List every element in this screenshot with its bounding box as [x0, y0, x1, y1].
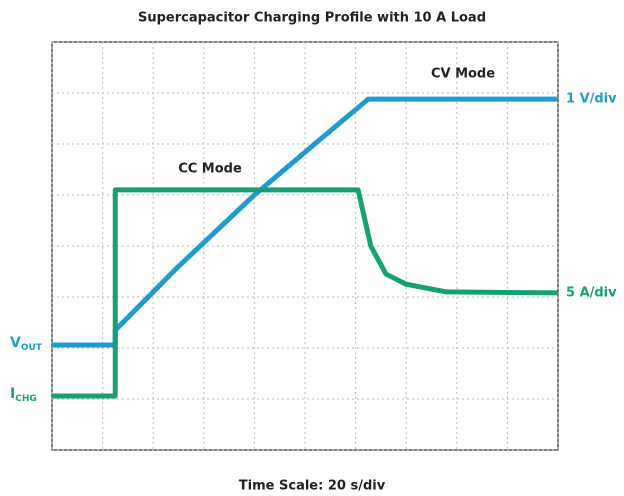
annotation: CC Mode [178, 162, 242, 177]
series-label: ICHG [10, 386, 37, 404]
series-line [52, 187, 559, 399]
annotation: CV Mode [431, 67, 495, 82]
chart-title: Supercapacitor Charging Profile with 10 … [138, 11, 486, 26]
series-subscript: CHG [15, 393, 37, 403]
series-name: V [10, 335, 21, 351]
x-axis-label: Time Scale: 20 s/div [239, 479, 386, 494]
scale-label: 5 A/div [566, 285, 617, 300]
series-name: I [10, 386, 15, 402]
series-label: VOUT [10, 335, 43, 353]
scale-label: 1 V/div [566, 92, 617, 107]
series-subscript: OUT [21, 342, 43, 352]
